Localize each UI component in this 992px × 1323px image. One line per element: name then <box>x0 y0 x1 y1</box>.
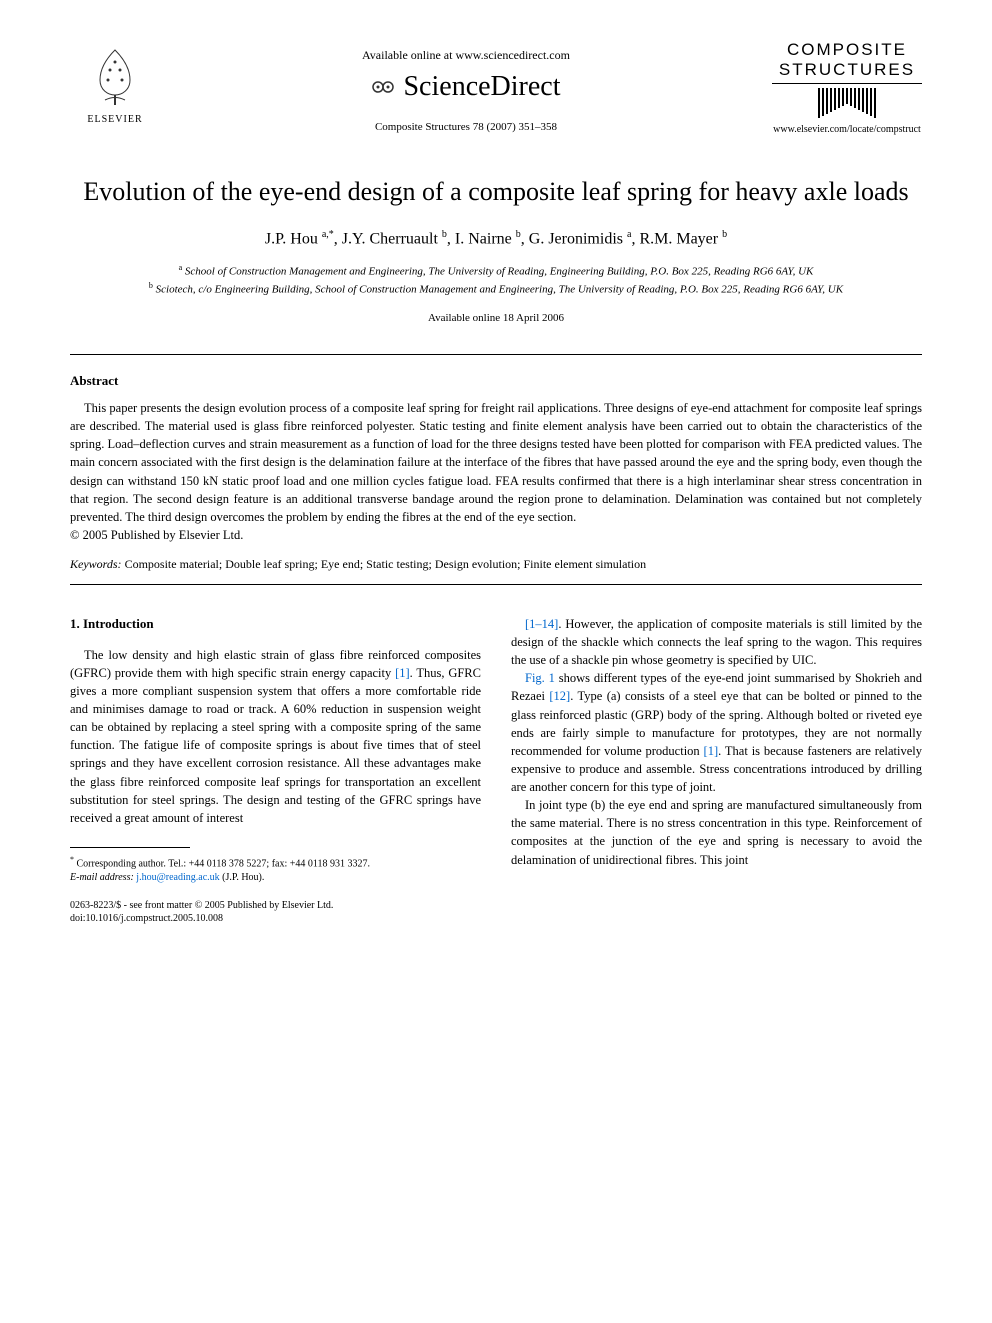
journal-header: ELSEVIER Available online at www.science… <box>70 40 922 135</box>
email-author: (J.P. Hou). <box>222 872 264 883</box>
corresponding-email-link[interactable]: j.hou@reading.ac.uk <box>136 872 219 883</box>
intro-paragraph-3: Fig. 1 shows different types of the eye-… <box>511 669 922 796</box>
figure-link[interactable]: Fig. 1 <box>525 671 555 685</box>
sciencedirect-text: ScienceDirect <box>403 71 560 103</box>
keywords-label: Keywords: <box>70 557 122 571</box>
journal-url: www.elsevier.com/locate/compstruct <box>772 124 922 135</box>
authors-line: J.P. Hou a,*, J.Y. Cherruault b, I. Nair… <box>70 229 922 248</box>
divider-bottom <box>70 584 922 585</box>
ref-link[interactable]: [1] <box>395 666 410 680</box>
elsevier-tree-icon <box>80 40 150 110</box>
corresponding-footnote: * Corresponding author. Tel.: +44 0118 3… <box>70 854 481 885</box>
sciencedirect-icon <box>371 75 395 99</box>
ref-link[interactable]: [12] <box>549 689 570 703</box>
corresponding-text: Corresponding author. Tel.: +44 0118 378… <box>77 858 371 869</box>
available-online-text: Available online at www.sciencedirect.co… <box>160 48 772 63</box>
journal-reference: Composite Structures 78 (2007) 351–358 <box>160 121 772 133</box>
affiliation-a: School of Construction Management and En… <box>185 266 813 278</box>
available-date: Available online 18 April 2006 <box>70 312 922 324</box>
section-1-heading: 1. Introduction <box>70 615 481 634</box>
ref-link[interactable]: [1–14] <box>525 617 558 631</box>
center-header: Available online at www.sciencedirect.co… <box>160 40 772 133</box>
body-columns: 1. Introduction The low density and high… <box>70 615 922 925</box>
elsevier-label: ELSEVIER <box>87 114 142 125</box>
ref-link[interactable]: [1] <box>704 744 719 758</box>
keywords-line: Keywords: Composite material; Double lea… <box>70 557 922 572</box>
column-left: 1. Introduction The low density and high… <box>70 615 481 925</box>
journal-cover-bars <box>772 88 922 118</box>
journal-cover-title: COMPOSITE STRUCTURES <box>772 40 922 84</box>
article-title: Evolution of the eye-end design of a com… <box>70 175 922 209</box>
affiliations: a School of Construction Management and … <box>70 262 922 298</box>
journal-cover-block: COMPOSITE STRUCTURES www.elsevier.com/lo… <box>772 40 922 135</box>
abstract-copyright: © 2005 Published by Elsevier Ltd. <box>70 528 922 543</box>
divider-top <box>70 354 922 355</box>
elsevier-logo-block: ELSEVIER <box>70 40 160 125</box>
abstract-text: This paper presents the design evolution… <box>70 399 922 526</box>
intro-paragraph-2: [1–14]. However, the application of comp… <box>511 615 922 669</box>
footnote-divider <box>70 847 190 848</box>
email-label: E-mail address: <box>70 872 134 883</box>
abstract-heading: Abstract <box>70 373 922 389</box>
intro-paragraph-4: In joint type (b) the eye end and spring… <box>511 796 922 869</box>
intro-paragraph-1: The low density and high elastic strain … <box>70 646 481 827</box>
footer-copyright: 0263-8223/$ - see front matter © 2005 Pu… <box>70 899 481 925</box>
keywords-text: Composite material; Double leaf spring; … <box>125 557 647 571</box>
sciencedirect-logo: ScienceDirect <box>160 71 772 103</box>
column-right: [1–14]. However, the application of comp… <box>511 615 922 925</box>
affiliation-b: Sciotech, c/o Engineering Building, Scho… <box>156 284 843 296</box>
